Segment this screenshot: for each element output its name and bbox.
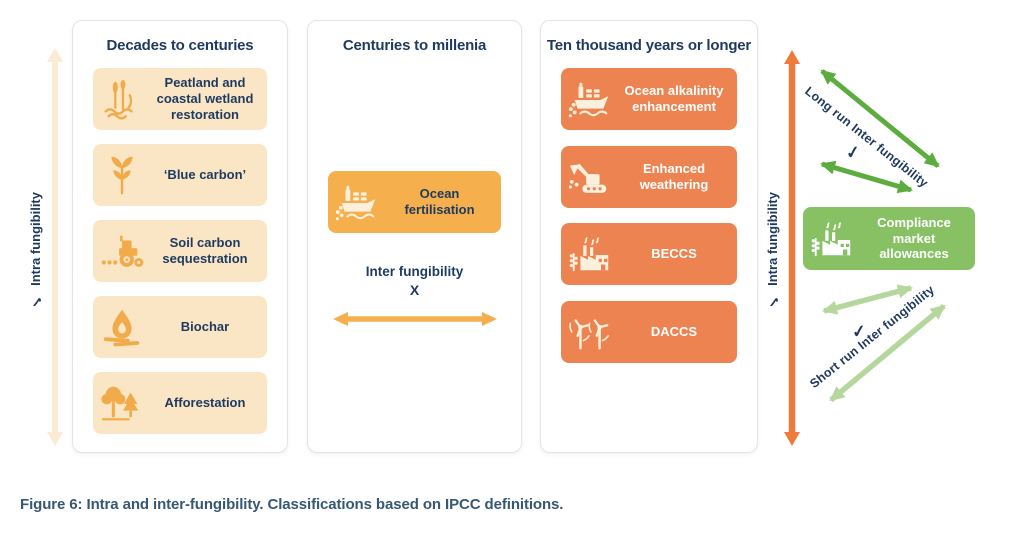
intra-fungibility-arrow-right [784,50,800,446]
method-label: ‘Blue carbon’ [163,167,247,183]
panel-title: Ten thousand years or longer [546,37,752,54]
axis-label: Intra fungibility [765,191,780,286]
panel-title: Centuries to millenia [342,37,487,54]
intra-fungibility-arrow-left [47,48,63,446]
flame-logs-icon [93,306,151,348]
excavator-icon [561,156,619,198]
method-card-peatland: Peatland and coastal wetland restoration [93,68,267,130]
method-card-daccs: DACCS [561,300,737,363]
reeds-icon [93,78,151,120]
method-label: DACCS [650,323,698,339]
method-card-ocean-fertilisation: Ocean fertilisation [328,171,501,233]
long-run-inter-fungibility-label: Long run Inter fungibility [802,84,931,191]
check-icon: ✓ [765,292,781,309]
short-run-inter-fungibility-label: Short run Inter fungibility [807,282,938,391]
ship-icon [328,181,386,223]
trees-icon [93,382,151,424]
inter-fungibility-arrow [333,312,497,326]
method-label: Enhanced weathering [639,160,709,192]
seedling-icon [93,154,151,196]
ship-icon [561,78,619,120]
method-label: Ocean alkalinity enhancement [624,83,724,114]
compliance-market-allowances-card: Compliance market allowances [803,207,975,270]
figure-caption: Figure 6: Intra and inter-fungibility. C… [20,496,564,513]
fans-icon [561,311,619,353]
intra-fungibility-label-right: ✓ Intra fungibility [761,185,785,315]
factory-icon [561,233,619,275]
check-icon: ✓ [844,142,862,163]
panel-decades-to-centuries: Decades to centuries Peatland and coasta… [72,20,288,453]
method-label: Soil carbon sequestration [162,235,248,266]
intra-fungibility-label-left: ✓ Intra fungibility [24,185,48,315]
tractor-icon [93,230,151,272]
method-card-ocean-alkalinity: Ocean alkalinity enhancement [561,68,737,130]
panel-ten-thousand-years: Ten thousand years or longer [540,20,758,453]
method-label: Ocean fertilisation [404,186,475,217]
method-label: Biochar [180,319,230,335]
method-label: Compliance market allowances [877,214,951,262]
method-label: Peatland and coastal wetland restoration [156,75,254,122]
inter-fungibility-label: Inter fungibility [365,264,464,279]
panel-title: Decades to centuries [106,37,254,54]
method-label: BECCS [651,246,697,262]
method-card-biochar: Biochar [93,296,267,358]
axis-label: Intra fungibility [28,191,43,286]
inter-fungibility-x-mark: X [409,282,420,298]
method-card-afforestation: Afforestation [93,372,267,434]
method-card-blue-carbon: ‘Blue carbon’ [93,144,267,206]
method-card-beccs: BECCS [561,223,737,285]
method-label: Afforestation [164,395,246,411]
factory-icon [803,218,861,260]
method-card-enhanced-weathering: Enhanced weathering [561,145,737,208]
method-card-soil-carbon: Soil carbon sequestration [93,220,267,282]
panel-centuries-to-millenia: Centuries to millenia Ocean fertilisatio… [307,20,522,453]
check-icon: ✓ [28,292,44,309]
